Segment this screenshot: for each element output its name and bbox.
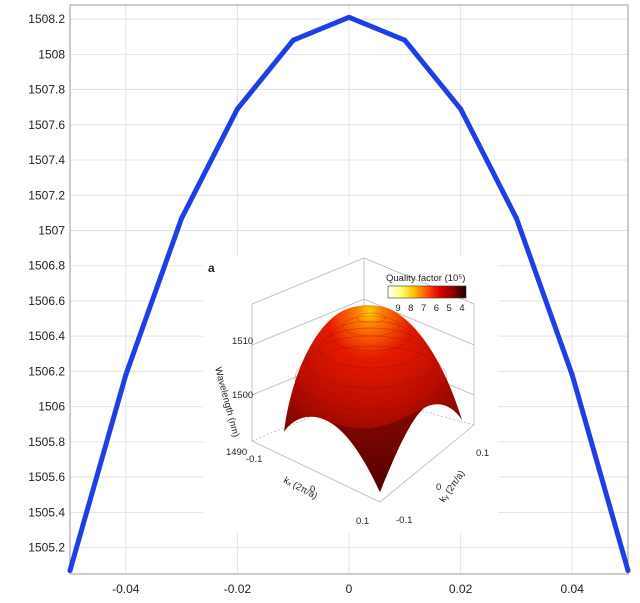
x-axis-ticks: -0.04 -0.02 0 0.02 0.04 <box>112 582 584 596</box>
y-tick-label: 1505.2 <box>28 541 65 555</box>
ky-tick-label: 0 <box>436 482 441 493</box>
x-tick-label: 0.02 <box>449 582 473 596</box>
ky-axis-ticks: 0.1 0 -0.1 <box>396 448 489 526</box>
colorbar-tick-label: 8 <box>408 303 413 314</box>
colorbar-tick-label: 7 <box>421 303 426 314</box>
colorbar-tick-label: 9 <box>395 303 400 314</box>
inset-surface-contours <box>294 312 448 411</box>
y-tick-label: 1507 <box>38 223 65 237</box>
kx-tick-label: 0 <box>310 484 315 495</box>
y-tick-label: 1507.8 <box>28 83 65 97</box>
data-point <box>123 372 129 378</box>
y-axis-ticks: 1505.2 1505.4 1505.6 1505.8 1506 1506.2 1506.4… <box>28 12 65 554</box>
colorbar-tick-label: 4 <box>459 303 464 314</box>
inset-surface <box>284 305 462 492</box>
data-point <box>179 215 185 221</box>
data-point <box>67 567 73 573</box>
kx-tick-label: 0.1 <box>356 516 369 527</box>
colorbar-title: Quality factor (10⁵) <box>386 273 465 284</box>
y-tick-label: 1508 <box>38 47 65 61</box>
colorbar <box>387 285 467 299</box>
data-point <box>234 106 240 112</box>
kx-tick-label: -0.1 <box>246 454 262 465</box>
data-point <box>625 567 631 573</box>
colorbar-tick-label: 5 <box>447 303 452 314</box>
data-point <box>513 215 519 221</box>
ky-tick-label: -0.1 <box>396 515 412 526</box>
ky-tick-label: 0.1 <box>476 448 489 459</box>
z-tick-label: 1490 <box>226 447 247 458</box>
y-tick-label: 1506.8 <box>28 259 65 273</box>
x-tick-label: 0.04 <box>561 582 585 596</box>
y-tick-label: 1507.4 <box>28 153 65 167</box>
series-points <box>67 14 631 573</box>
x-tick-label: -0.04 <box>112 582 140 596</box>
y-tick-label: 1508.2 <box>28 12 65 26</box>
inset-panel-label: a <box>208 261 215 275</box>
y-tick-label: 1506.6 <box>28 294 65 308</box>
data-point <box>290 37 296 43</box>
inset-surface-front-face <box>320 408 424 492</box>
z-axis-ticks: 1510 1500 1490 <box>226 336 253 458</box>
data-point <box>458 106 464 112</box>
kx-axis-ticks: -0.1 0 0.1 <box>246 454 369 527</box>
y-tick-label: 1506.4 <box>28 329 65 343</box>
y-tick-label: 1505.4 <box>28 505 65 519</box>
y-tick-label: 1506.2 <box>28 364 65 378</box>
data-point <box>346 14 352 20</box>
y-tick-label: 1506 <box>38 400 65 414</box>
x-tick-label: -0.02 <box>224 582 252 596</box>
x-tick-label: 0 <box>346 582 353 596</box>
colorbar-tick-label: 6 <box>434 303 439 314</box>
y-tick-label: 1507.6 <box>28 118 65 132</box>
z-tick-label: 1510 <box>232 336 253 347</box>
data-point <box>402 37 408 43</box>
y-tick-label: 1505.6 <box>28 470 65 484</box>
y-tick-label: 1507.2 <box>28 188 65 202</box>
z-tick-label: 1500 <box>232 390 253 401</box>
data-point <box>569 372 575 378</box>
y-tick-label: 1505.8 <box>28 435 65 449</box>
plot-frame <box>69 4 629 575</box>
